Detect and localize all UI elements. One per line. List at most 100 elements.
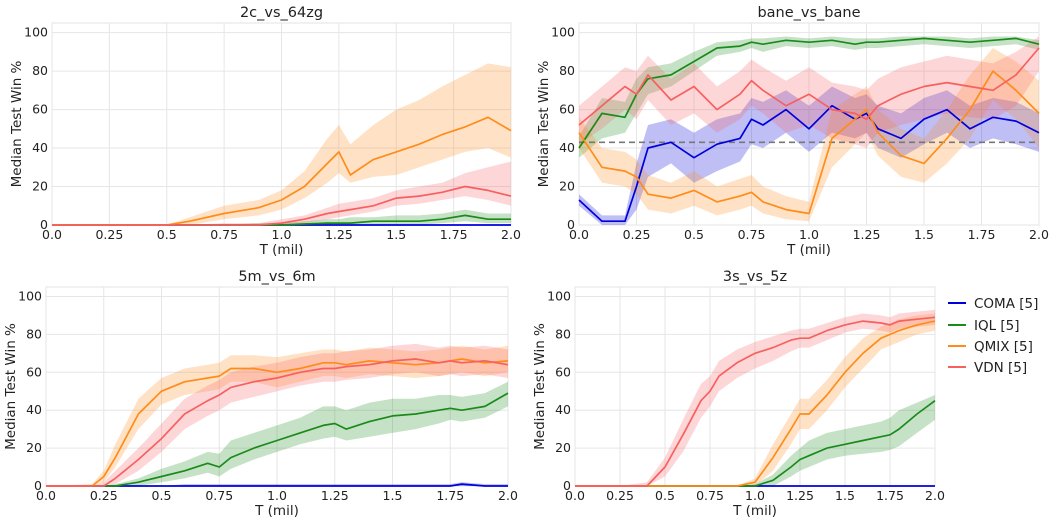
y-tick-label: 60	[559, 102, 575, 117]
x-tick-label: 1.0	[272, 227, 292, 242]
x-tick-label: 1.0	[745, 488, 765, 503]
series-line-vdn	[575, 316, 936, 487]
y-tick-label: 40	[26, 402, 42, 417]
band-coma	[579, 86, 1039, 225]
x-tick-label: 0.5	[684, 227, 704, 242]
panels: 0.0 0.25 0.5 0.75 1.0 1.25 1.5 1.75 2.0 0 20 40 60 80…	[3, 5, 1049, 519]
band-qmix	[579, 48, 1039, 222]
y-tick-label: 80	[559, 63, 575, 78]
y-tick-label: 40	[32, 140, 48, 155]
chart-panel-2c-vs-64zg: 0.0 0.25 0.5 0.75 1.0 1.25 1.5 1.75 2.0 0 20 40 60 80…	[9, 5, 521, 258]
y-tick-label: 100	[18, 288, 42, 303]
x-tick-label: 2.0	[501, 227, 521, 242]
series-line-coma	[578, 104, 1040, 223]
x-tick-label: 0.5	[152, 488, 172, 503]
x-tick-label: 1.75	[876, 488, 904, 503]
y-tick-label: 80	[555, 326, 571, 341]
y-tick-label: 40	[559, 140, 575, 155]
y-tick-label: 20	[32, 179, 48, 194]
y-tick-label: 0	[34, 478, 42, 493]
x-tick-label: 0.75	[696, 488, 724, 503]
x-tick-label: 0.0	[42, 227, 62, 242]
x-tick-label: 0.5	[655, 488, 675, 503]
chart-panel-3s-vs-5z: 0.0 0.25 0.5 0.75 1.0 1.25 1.5 1.75 2.0 0 20 40 60 80…	[532, 269, 945, 519]
x-axis-label: T (mil)	[732, 503, 777, 519]
y-tick-label: 80	[32, 63, 48, 78]
chart-title: 5m_vs_6m	[238, 269, 315, 285]
series-line-iql	[578, 37, 1040, 149]
chart-panel-bane-vs-bane: 0.0 0.25 0.5 0.75 1.0 1.25 1.5 1.75 2.0 0 20 40 60 80…	[536, 5, 1049, 258]
legend-label-vdn: VDN [5]	[974, 360, 1027, 376]
y-tick-label: 20	[555, 440, 571, 455]
x-axis-label: T (mil)	[254, 503, 299, 519]
band-vdn	[579, 36, 1039, 148]
series-line-vdn	[46, 358, 509, 487]
x-tick-label: 0.0	[565, 488, 585, 503]
legend-label-qmix: QMIX [5]	[974, 339, 1033, 355]
y-tick-label: 0	[40, 217, 48, 232]
x-tick-label: 1.0	[267, 488, 287, 503]
x-tick-label: 1.5	[386, 227, 406, 242]
x-tick-label: 1.5	[914, 227, 934, 242]
x-tick-label: 0.0	[36, 488, 56, 503]
x-tick-label: 0.25	[90, 488, 118, 503]
series-line-qmix	[52, 116, 512, 226]
x-tick-label: 1.75	[436, 488, 464, 503]
x-tick-label: 0.25	[606, 488, 634, 503]
x-tick-label: 1.25	[321, 488, 349, 503]
chart-panel-5m-vs-6m: 0.0 0.25 0.5 0.75 1.0 1.25 1.5 1.75 2.0 0 20 40 60 80…	[3, 269, 518, 519]
x-tick-label: 1.25	[853, 227, 881, 242]
x-tick-label: 2.0	[498, 488, 518, 503]
y-tick-label: 60	[26, 364, 42, 379]
chart-title: 3s_vs_5z	[723, 269, 787, 285]
x-tick-label: 1.75	[440, 227, 468, 242]
x-tick-label: 0.0	[569, 227, 589, 242]
chart-title: bane_vs_bane	[757, 5, 860, 21]
x-axis-label: T (mil)	[786, 242, 831, 258]
x-tick-label: 0.75	[738, 227, 766, 242]
series-line-vdn	[52, 185, 512, 226]
legend-label-iql: IQL [5]	[974, 318, 1020, 334]
y-tick-label: 0	[567, 217, 575, 232]
band-iql	[579, 36, 1039, 158]
y-tick-label: 100	[551, 25, 575, 40]
y-tick-label: 100	[24, 25, 48, 40]
x-tick-label: 1.0	[799, 227, 819, 242]
band-qmix	[46, 345, 508, 486]
x-tick-label: 0.25	[623, 227, 651, 242]
y-axis-label: Median Test Win %	[9, 60, 25, 187]
y-tick-label: 60	[555, 364, 571, 379]
band-vdn	[52, 161, 511, 225]
legend-label-coma: COMA [5]	[974, 296, 1038, 312]
band-vdn	[46, 343, 508, 486]
x-tick-label: 0.75	[210, 227, 238, 242]
x-tick-label: 1.5	[383, 488, 403, 503]
band-coma	[46, 482, 508, 486]
x-tick-label: 2.0	[925, 488, 945, 503]
chart-title: 2c_vs_64zg	[240, 5, 323, 21]
y-tick-label: 20	[26, 440, 42, 455]
series-line-qmix	[578, 70, 1040, 215]
legend: COMA [5] IQL [5] QMIX [5] VDN [5]	[948, 296, 1038, 376]
x-tick-label: 1.75	[968, 227, 996, 242]
y-tick-label: 20	[559, 179, 575, 194]
x-tick-label: 1.5	[835, 488, 855, 503]
series-line-qmix	[575, 320, 936, 487]
y-tick-label: 40	[555, 402, 571, 417]
x-tick-label: 2.0	[1029, 227, 1049, 242]
y-tick-label: 0	[563, 478, 571, 493]
series-line-coma	[46, 483, 508, 487]
y-tick-label: 80	[26, 326, 42, 341]
x-tick-label: 0.25	[95, 227, 123, 242]
band-vdn	[575, 309, 935, 486]
x-tick-label: 0.5	[157, 227, 177, 242]
series-line-iql	[46, 392, 509, 487]
x-tick-label: 0.75	[205, 488, 233, 503]
y-tick-label: 100	[547, 288, 571, 303]
y-axis-label: Median Test Win %	[532, 323, 548, 450]
x-tick-label: 1.25	[786, 488, 814, 503]
band-iql	[46, 381, 508, 486]
y-axis-label: Median Test Win %	[536, 60, 552, 187]
y-tick-label: 60	[32, 102, 48, 117]
